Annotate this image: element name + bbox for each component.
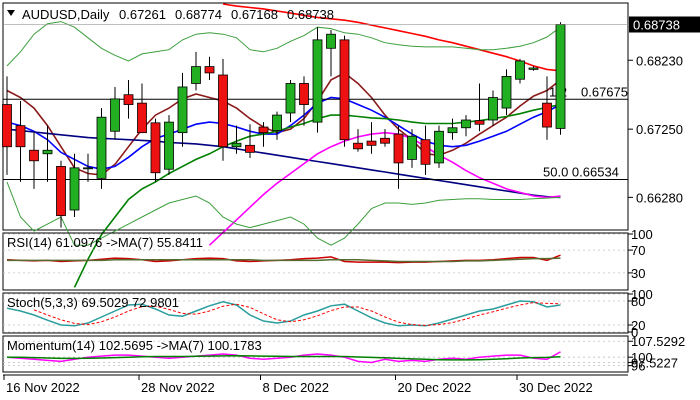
candle-body bbox=[447, 127, 458, 134]
indicator-tick-label: 96 bbox=[631, 359, 645, 374]
candle-body bbox=[123, 94, 134, 105]
candle-body bbox=[393, 133, 404, 164]
candle-body bbox=[555, 23, 566, 129]
candle-body bbox=[204, 66, 215, 74]
time-axis: 16 Nov 2022 28 Nov 2022 8 Dec 2022 20 Dec 2… bbox=[3, 374, 628, 395]
time-tick-label: 16 Nov 2022 bbox=[6, 380, 80, 395]
candle-body bbox=[177, 86, 188, 134]
chart-symbol: AUDUSD,Daily bbox=[22, 7, 110, 22]
candle-body bbox=[137, 102, 147, 134]
candle-body bbox=[96, 116, 107, 179]
candle-body bbox=[488, 97, 498, 121]
candle-body bbox=[353, 142, 363, 150]
collapse-arrow-icon[interactable] bbox=[7, 10, 15, 16]
indicator-tick-label: 100 bbox=[631, 350, 653, 365]
candle-body bbox=[528, 67, 539, 70]
candle-body bbox=[150, 122, 161, 174]
current-price-label: 0.68738 bbox=[633, 18, 680, 33]
indicator-tick-label: 100 bbox=[631, 287, 653, 302]
indicator-pane-frame bbox=[2, 232, 629, 291]
candle-body bbox=[285, 83, 296, 114]
candle-body bbox=[326, 33, 336, 49]
candle-body bbox=[218, 74, 228, 148]
candle-body bbox=[407, 135, 417, 160]
indicator-tick-label: 30 bbox=[631, 266, 645, 281]
candle-body bbox=[164, 121, 174, 170]
indicator-tick-label: 20 bbox=[631, 318, 645, 333]
current-price-tag: 0.68738 bbox=[629, 16, 700, 33]
candle-body bbox=[461, 119, 471, 129]
candle-body bbox=[542, 102, 552, 128]
price-tick-label: 0.66280 bbox=[636, 190, 683, 205]
indicator-tick-label: 100 bbox=[631, 227, 653, 242]
candle-body bbox=[434, 130, 444, 164]
candle-body bbox=[474, 120, 485, 125]
time-tick-label: 20 Dec 2022 bbox=[398, 380, 472, 395]
ohlc-low: 0.67168 bbox=[231, 7, 278, 22]
indicator-label: Momentum(14) 102.5695 ->MA(7) 100.1783 bbox=[7, 338, 262, 353]
indicator-line bbox=[33, 302, 561, 326]
candle-body bbox=[366, 140, 377, 146]
indicator-tick-label: 80 bbox=[631, 294, 645, 309]
overlay-line-red-ma bbox=[222, 3, 561, 72]
candle-body bbox=[56, 166, 66, 217]
price-pane: 0.676751.250.0 0.66534 bbox=[2, 2, 629, 288]
indicator-label: RSI(14) 61.0976 ->MA(7) 55.8411 bbox=[7, 235, 203, 250]
indicator-tick-label: 70 bbox=[631, 243, 645, 258]
candle-body bbox=[245, 144, 255, 153]
indicator-line bbox=[6, 351, 561, 364]
candle-body bbox=[83, 167, 93, 170]
indicator-line bbox=[6, 300, 561, 327]
candle-body bbox=[29, 149, 39, 162]
candle-body bbox=[515, 60, 525, 80]
candle-body bbox=[231, 142, 242, 148]
time-tick-label: 8 Dec 2022 bbox=[263, 380, 330, 395]
candle-body bbox=[42, 149, 53, 155]
candle-body bbox=[191, 66, 201, 84]
indicator-label: Stoch(5,3,3) 69.5029 72.9801 bbox=[7, 295, 179, 310]
overlay-line-bb-lower bbox=[6, 181, 561, 246]
fib-level-label: 0.67675 bbox=[581, 84, 628, 99]
candle-body bbox=[501, 76, 512, 109]
indicator-line bbox=[7, 354, 561, 361]
candle-body bbox=[2, 104, 12, 148]
price-tick-label: 0.67250 bbox=[636, 122, 683, 137]
ohlc-open: 0.67261 bbox=[119, 7, 166, 22]
indicator-pane-frame bbox=[2, 292, 629, 334]
candle-body bbox=[339, 39, 350, 141]
indicator-tick-label: 0 bbox=[631, 325, 638, 340]
candle-body bbox=[258, 126, 269, 134]
indicator-tick-label: 97.5227 bbox=[631, 355, 678, 370]
ohlc-high: 0.68774 bbox=[175, 7, 222, 22]
indicator-line bbox=[7, 257, 561, 263]
candle-body bbox=[380, 137, 390, 144]
fib-level-label: 50.0 0.66534 bbox=[543, 165, 619, 180]
candle-body bbox=[272, 114, 282, 131]
overlay-line-bb-upper bbox=[6, 21, 561, 67]
candle-body bbox=[69, 167, 80, 211]
indicator-tick-label: 107.5292 bbox=[631, 334, 685, 349]
time-tick-label: 28 Nov 2022 bbox=[141, 380, 215, 395]
candle-body bbox=[110, 98, 120, 132]
candle-body bbox=[299, 83, 309, 105]
price-tick-label: 0.68230 bbox=[636, 53, 683, 68]
indicator-pane-frame bbox=[2, 335, 629, 373]
candle-body bbox=[15, 125, 26, 148]
time-tick-label: 30 Dec 2022 bbox=[519, 380, 593, 395]
candle-body bbox=[312, 39, 323, 123]
candle-body bbox=[420, 139, 431, 165]
ohlc-close: 0.68738 bbox=[287, 7, 334, 22]
